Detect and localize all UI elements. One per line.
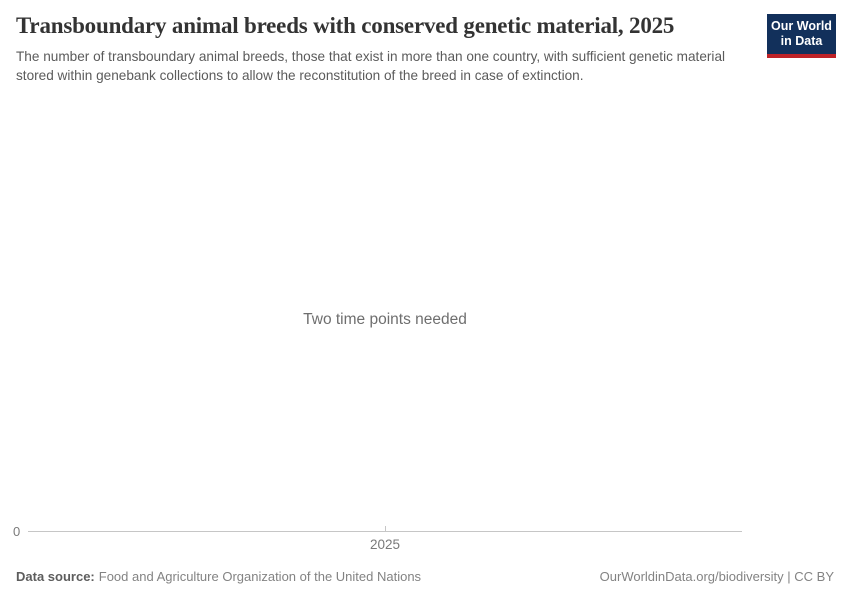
data-source-label: Data source: [16, 569, 95, 584]
plot-area: Two time points needed [28, 100, 742, 531]
x-axis-tick-2025 [385, 526, 386, 532]
empty-chart-message: Two time points needed [303, 311, 467, 328]
owid-logo-line2: in Data [780, 34, 823, 48]
owid-logo-line1: Our World [771, 19, 832, 33]
chart-title: Transboundary animal breeds with conserv… [16, 13, 675, 38]
x-axis-tick-label: 2025 [369, 537, 401, 552]
chart-footer: Data source: Food and Agriculture Organiz… [16, 569, 834, 584]
data-source-line: Data source: Food and Agriculture Organiz… [16, 569, 421, 584]
y-axis-zero-label: 0 [13, 524, 21, 539]
chart-subtitle: The number of transboundary animal breed… [16, 49, 726, 83]
owid-logo: Our World in Data [767, 14, 836, 58]
attribution-link[interactable]: OurWorldinData.org/biodiversity | CC BY [599, 569, 834, 584]
data-source-value: Food and Agriculture Organization of the… [98, 569, 422, 584]
